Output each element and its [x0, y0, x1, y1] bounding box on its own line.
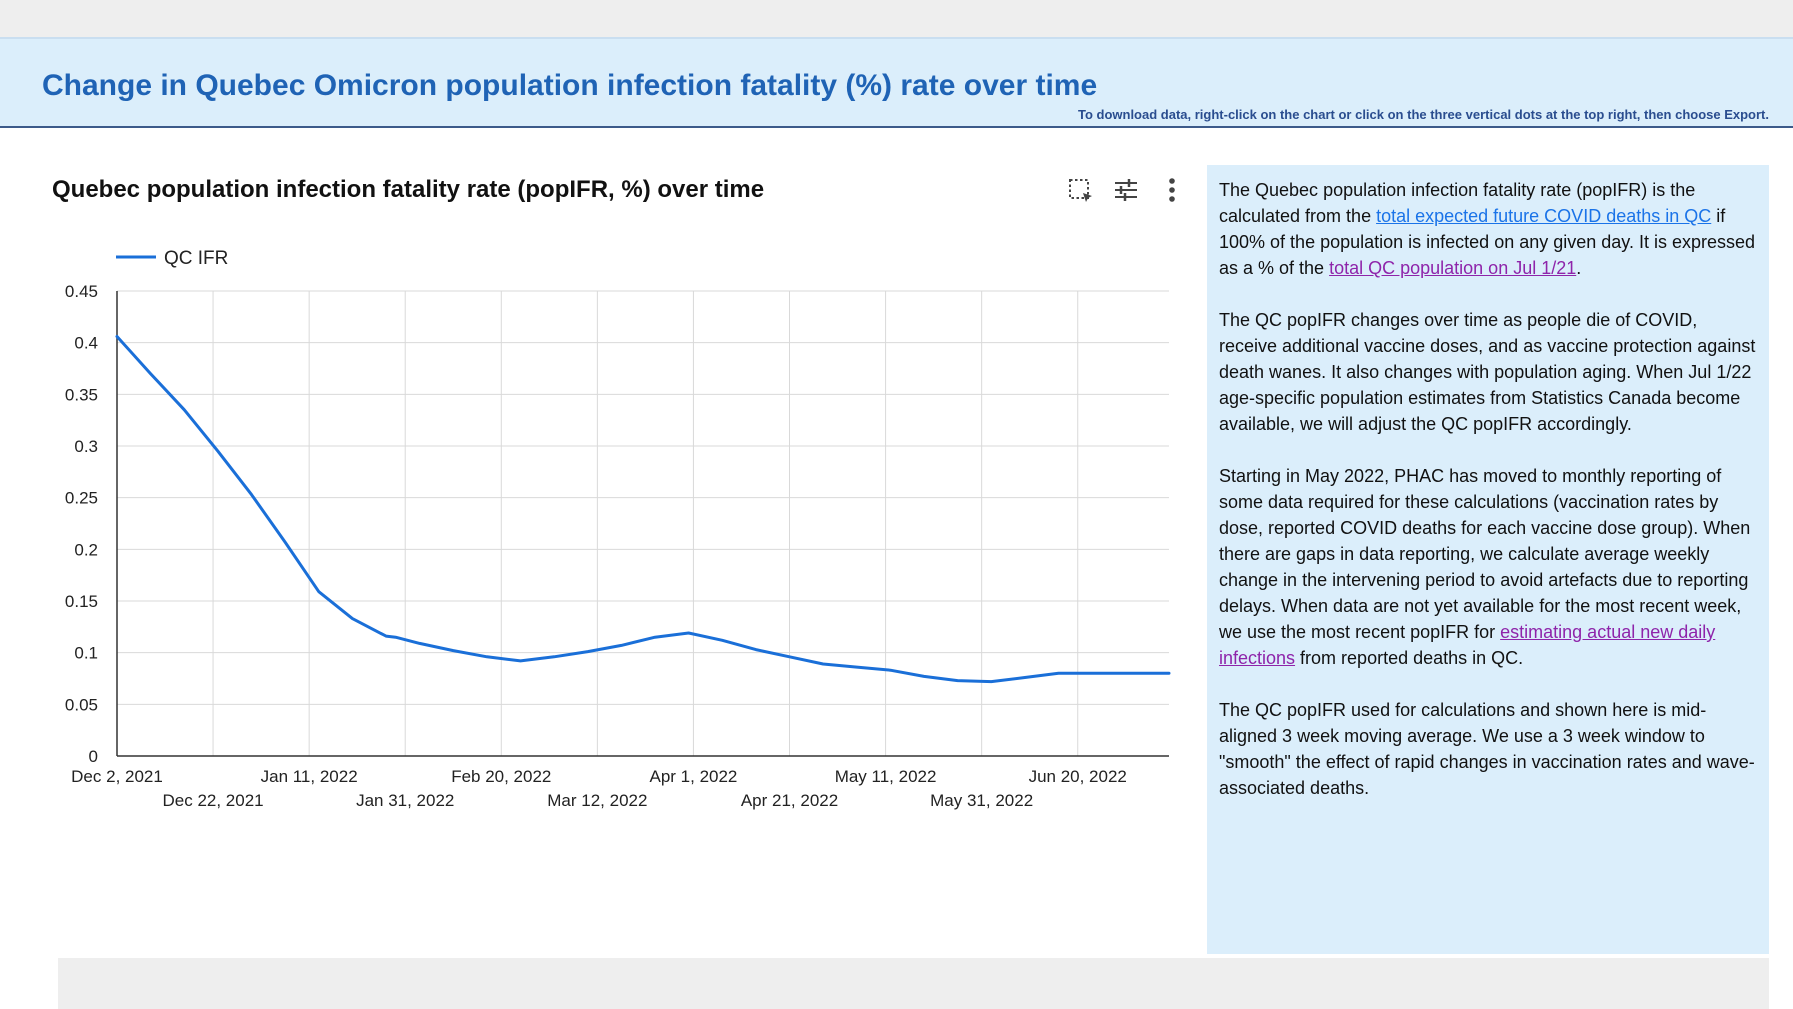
- estimating-infections-link[interactable]: estimating actual new daily infections: [1219, 622, 1716, 668]
- x-tick-label: May 31, 2022: [930, 791, 1033, 810]
- x-tick-label: May 11, 2022: [835, 767, 937, 786]
- y-tick-label: 0.2: [74, 540, 98, 559]
- select-region-icon[interactable]: [1066, 176, 1094, 204]
- grid-lines: [117, 290, 1169, 756]
- filter-sliders-icon[interactable]: [1112, 176, 1140, 204]
- total-expected-deaths-link[interactable]: total expected future COVID deaths in QC: [1376, 206, 1712, 226]
- y-tick-label: 0: [89, 747, 98, 766]
- download-instructions: To download data, right-click on the cha…: [1077, 107, 1769, 122]
- y-tick-label: 0.45: [65, 282, 98, 301]
- y-tick-label: 0.4: [74, 334, 98, 353]
- header-banner: Change in Quebec Omicron population infe…: [0, 37, 1793, 128]
- page-title: Change in Quebec Omicron population infe…: [42, 69, 1098, 102]
- x-tick-label: Jun 20, 2022: [1029, 767, 1127, 786]
- y-tick-label: 0.1: [74, 644, 98, 663]
- x-tick-label: Apr 1, 2022: [649, 767, 737, 786]
- y-tick-label: 0.3: [74, 437, 98, 456]
- axis-lines: [116, 291, 1169, 757]
- description-panel: The Quebec population infection fatality…: [1207, 165, 1769, 954]
- x-tick-label: Jan 11, 2022: [261, 767, 358, 786]
- line-chart[interactable]: 0 0.05 0.1 0.15 0.2 0.25 0.3 0.35 0.4 0.45 Dec 2,…: [0, 225, 1190, 825]
- footer-bar: [58, 958, 1769, 1009]
- y-tick-label: 0.05: [65, 695, 98, 714]
- y-tick-label: 0.15: [65, 592, 98, 611]
- series-line-qc-ifr: [115, 335, 1171, 684]
- legend-label: QC IFR: [164, 248, 228, 269]
- y-tick-label: 0.35: [65, 385, 98, 404]
- qc-population-link[interactable]: total QC population on Jul 1/21: [1329, 258, 1577, 278]
- y-tick-label: 0.25: [65, 489, 98, 508]
- x-tick-label: Mar 12, 2022: [547, 791, 647, 810]
- more-vertical-icon[interactable]: [1158, 176, 1186, 204]
- x-tick-label: Dec 22, 2021: [163, 791, 264, 810]
- x-tick-label: Dec 2, 2021: [71, 767, 163, 786]
- description-paragraph-1: The Quebec population infection fatality…: [1219, 180, 1756, 278]
- chart-title: Quebec population infection fatality rat…: [52, 176, 765, 203]
- x-tick-label: Feb 20, 2022: [451, 767, 551, 786]
- description-paragraph-4: The QC popIFR used for calculations and …: [1219, 700, 1755, 798]
- legend: QC IFR: [116, 248, 228, 269]
- description-paragraph-2: The QC popIFR changes over time as peopl…: [1219, 310, 1756, 434]
- x-tick-label: Jan 31, 2022: [356, 791, 454, 810]
- series-layer: [115, 335, 1171, 684]
- description-paragraph-3: Starting in May 2022, PHAC has moved to …: [1219, 466, 1751, 668]
- x-tick-label: Apr 21, 2022: [741, 791, 838, 810]
- y-axis-ticks: 0 0.05 0.1 0.15 0.2 0.25 0.3 0.35 0.4 0.45: [65, 282, 98, 766]
- top-strip: [0, 0, 1793, 37]
